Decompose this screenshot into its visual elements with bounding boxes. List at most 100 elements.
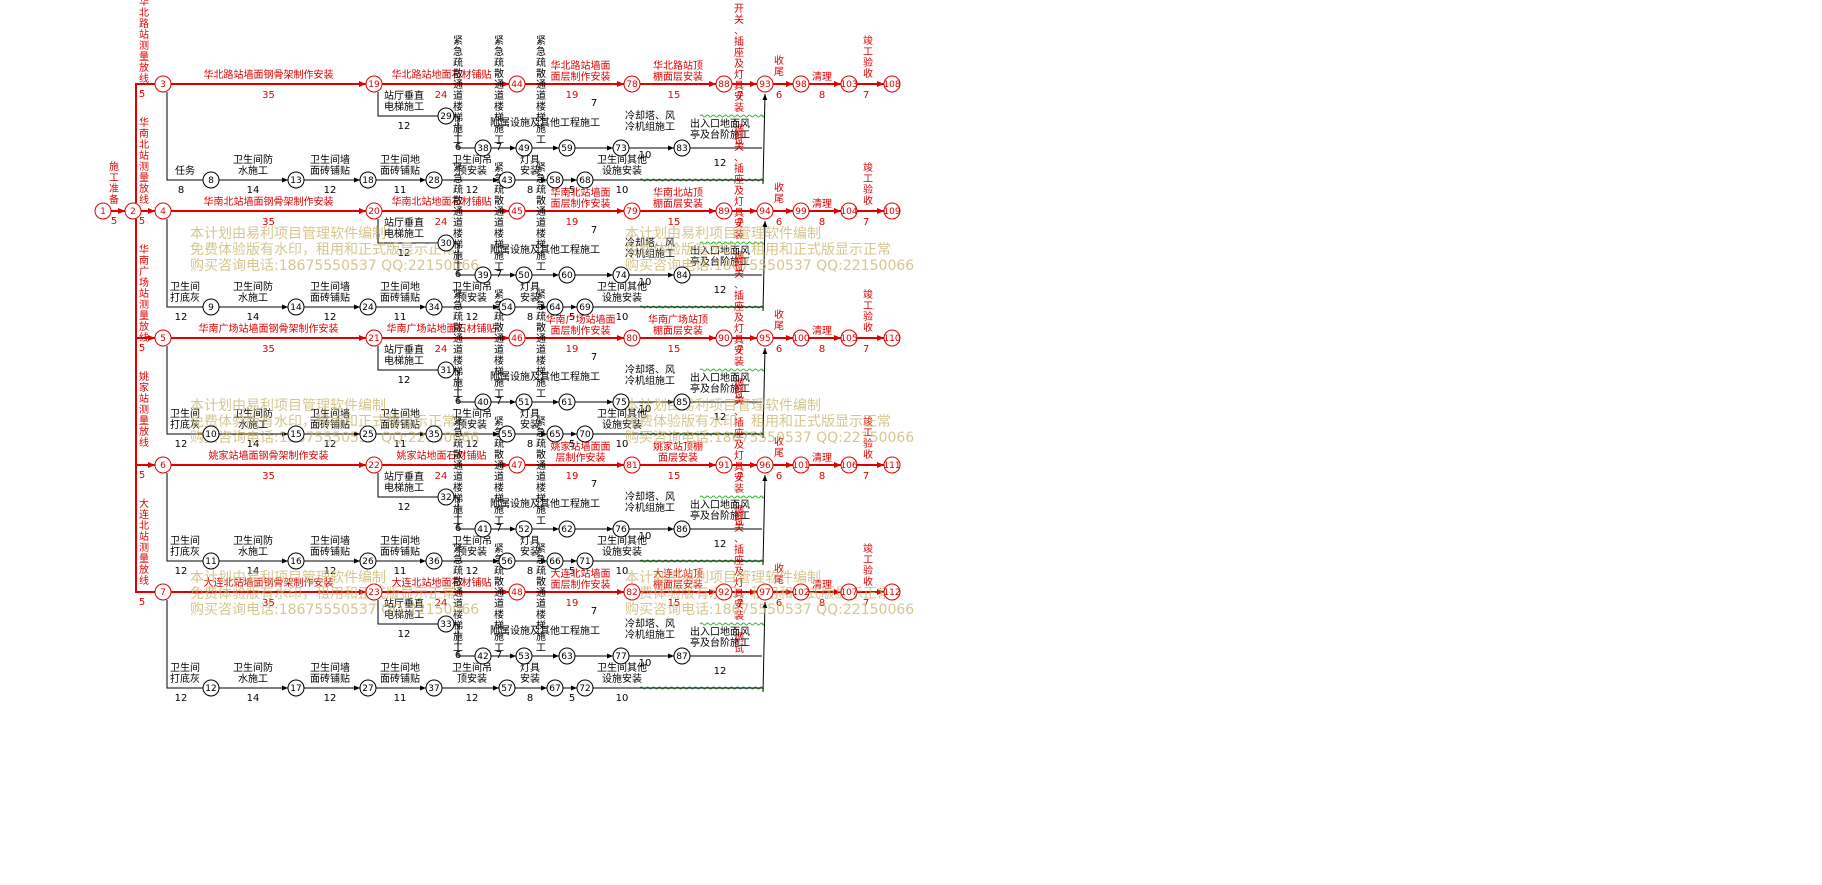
event-node: 25 xyxy=(359,425,377,443)
activity-label: 卫生间地 xyxy=(380,661,420,674)
event-node: 108 xyxy=(883,75,901,93)
stair-label: 工 xyxy=(536,389,546,400)
stair-label: 散 xyxy=(494,194,504,207)
event-number: 42 xyxy=(477,652,488,662)
stair-label: 疏 xyxy=(494,56,504,69)
stair-label: 紧 xyxy=(494,162,504,174)
accept-label: 验 xyxy=(863,310,873,323)
event-number: 105 xyxy=(840,334,857,344)
accept-label: 竣 xyxy=(863,288,873,301)
event-node: 75 xyxy=(612,393,630,411)
event-number: 70 xyxy=(579,430,591,440)
survey-label: 放 xyxy=(139,61,149,74)
event-node: 41 xyxy=(474,520,492,538)
activity-label: 顶安装 xyxy=(457,672,487,685)
event-node: 27 xyxy=(359,679,377,697)
activity-duration: 6 xyxy=(776,598,782,609)
event-node: 40 xyxy=(474,393,492,411)
activity-label: 设施安装 xyxy=(602,672,642,685)
activity-label: 姚家站顶棚 xyxy=(653,440,703,453)
event-number: 28 xyxy=(428,176,440,186)
event-node: 34 xyxy=(425,298,443,316)
activity-duration: 12 xyxy=(466,312,479,323)
activity-duration: 8 xyxy=(819,217,825,228)
event-number: 35 xyxy=(428,430,439,440)
survey-label: 站 xyxy=(139,392,149,405)
stair-label: 散 xyxy=(536,194,546,207)
stair-label: 散 xyxy=(536,67,546,80)
stair-label: 楼 xyxy=(453,481,463,494)
stair-label: 通 xyxy=(494,460,504,472)
accept-label: 验 xyxy=(863,564,873,577)
final-install-label: 插 xyxy=(734,35,744,48)
activity-label: 设施安装 xyxy=(602,418,642,431)
stair-label: 楼 xyxy=(536,227,546,240)
activity-label: 安装 xyxy=(520,164,540,177)
activity-duration: 10 xyxy=(639,531,652,542)
activity-duration: 12 xyxy=(398,375,411,386)
accept-label: 收 xyxy=(863,448,873,461)
merge-arrow xyxy=(762,474,768,566)
event-number: 46 xyxy=(511,334,523,344)
event-number: 51 xyxy=(518,398,529,408)
activity-duration: 24 xyxy=(435,90,448,101)
activity-duration: 12 xyxy=(398,502,411,513)
event-node: 36 xyxy=(425,552,443,570)
activity-label: 卫生间墙 xyxy=(310,280,350,293)
activity-label: 打底灰 xyxy=(170,418,200,431)
activity-label: 卫生间其他 xyxy=(597,534,647,547)
activity-duration: 10 xyxy=(616,185,629,196)
activity-label: 卫生间 xyxy=(170,661,200,674)
close-label: 尾 xyxy=(774,447,784,459)
activity-label: 华南广场站墙面 xyxy=(546,313,616,326)
activity-duration: 12 xyxy=(466,693,479,704)
activity-arrow xyxy=(457,624,475,657)
survey-label: 场 xyxy=(139,276,149,289)
event-number: 13 xyxy=(290,176,301,186)
activity-label: 华北路站顶 xyxy=(653,59,703,72)
accept-label: 工 xyxy=(863,428,873,439)
activity-duration: 24 xyxy=(435,598,448,609)
activity-duration: 12 xyxy=(466,185,479,196)
clear-label: 清理 xyxy=(812,324,832,337)
final-install-label: 安 xyxy=(734,471,744,484)
stair-label: 施 xyxy=(453,630,463,643)
stair-label: 急 xyxy=(453,172,463,185)
merge-arrow xyxy=(762,220,768,312)
watermark-line: 本计划由易利项目管理软件编制 xyxy=(190,398,386,414)
final-install-label: 关 xyxy=(734,394,744,407)
attach-label: 附属设施及其他工程施工 xyxy=(490,497,600,510)
activity-duration: 15 xyxy=(668,344,681,355)
event-number: 7 xyxy=(160,588,166,598)
stair-label: 楼 xyxy=(494,608,504,621)
stair-label: 散 xyxy=(536,321,546,334)
stair-label: 工 xyxy=(453,516,463,527)
event-number: 45 xyxy=(511,207,522,217)
stair-label: 工 xyxy=(453,389,463,400)
stair-label: 工 xyxy=(536,262,546,273)
activity-label: 灯具 xyxy=(520,662,540,674)
accept-label: 竣 xyxy=(863,415,873,428)
survey-label: 测 xyxy=(139,403,149,416)
stair-label: 通 xyxy=(536,333,546,345)
bathroom-activity xyxy=(166,219,203,308)
activity-label: 卫生间 xyxy=(170,280,200,293)
activity-duration: 14 xyxy=(247,312,260,323)
event-node: 39 xyxy=(474,266,492,284)
event-number: 23 xyxy=(368,588,379,598)
stair-label: 通 xyxy=(453,587,463,599)
close-label: 尾 xyxy=(774,66,784,78)
event-number: 34 xyxy=(428,303,440,313)
stair-label: 散 xyxy=(494,448,504,461)
activity-duration: 14 xyxy=(247,566,260,577)
event-node: 102 xyxy=(792,583,810,601)
activity-duration: 10 xyxy=(639,658,652,669)
final-install-label: 具 xyxy=(734,588,744,600)
activity-duration: 6 xyxy=(455,523,461,534)
accept-label: 工 xyxy=(863,555,873,566)
stair-label: 通 xyxy=(494,587,504,599)
stair-label: 紧 xyxy=(536,35,546,47)
stair-label: 梯 xyxy=(494,111,504,124)
event-node: 104 xyxy=(840,202,858,220)
